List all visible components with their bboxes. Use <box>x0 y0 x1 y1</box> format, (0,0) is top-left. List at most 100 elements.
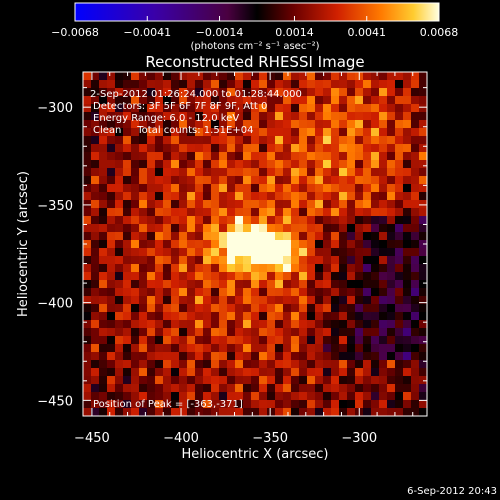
heatmap-cell <box>371 216 380 225</box>
heatmap-cell <box>195 208 204 217</box>
x-tick-label: −400 <box>163 431 199 446</box>
heatmap-cell <box>219 120 228 129</box>
heatmap-cell <box>131 72 140 81</box>
heatmap-cell <box>307 248 316 257</box>
heatmap-cell <box>315 248 324 257</box>
heatmap-cell <box>275 296 284 305</box>
heatmap-cell <box>139 112 148 121</box>
heatmap-cell <box>211 232 220 241</box>
heatmap-cell <box>219 200 228 209</box>
heatmap-cell <box>395 136 404 145</box>
heatmap-cell <box>347 296 356 305</box>
heatmap-cell <box>339 288 348 297</box>
heatmap-cell <box>203 184 212 193</box>
heatmap-cell <box>379 368 388 377</box>
heatmap-cell <box>211 280 220 289</box>
heatmap-cell <box>251 88 260 97</box>
heatmap-cell <box>195 328 204 337</box>
heatmap-cell <box>203 280 212 289</box>
heatmap-cell <box>123 384 132 393</box>
heatmap-cell <box>323 312 332 321</box>
heatmap-cell <box>171 248 180 257</box>
heatmap-cell <box>347 312 356 321</box>
heatmap-cell <box>307 392 316 401</box>
heatmap-cell <box>251 152 260 161</box>
heatmap-cell <box>91 200 100 209</box>
heatmap-cell <box>171 88 180 97</box>
heatmap-cell <box>107 312 116 321</box>
heatmap-cell <box>339 352 348 361</box>
heatmap-cell <box>355 264 364 273</box>
heatmap-cell <box>219 296 228 305</box>
heatmap-cell <box>307 192 316 201</box>
heatmap-cell <box>155 408 164 417</box>
heatmap-cell <box>211 168 220 177</box>
heatmap-cell <box>163 256 172 265</box>
heatmap-cell <box>259 408 268 417</box>
y-tick-label: −400 <box>37 297 73 312</box>
heatmap-cell <box>171 72 180 81</box>
heatmap-cell <box>195 80 204 89</box>
heatmap-cell <box>99 96 108 105</box>
heatmap-cell <box>395 280 404 289</box>
heatmap-cell <box>283 224 292 233</box>
heatmap-cell <box>91 240 100 249</box>
heatmap-cell <box>387 368 396 377</box>
heatmap-cell <box>139 376 148 385</box>
heatmap-cell <box>219 208 228 217</box>
heatmap-cell <box>339 328 348 337</box>
heatmap-cell <box>171 96 180 105</box>
heatmap-cell <box>371 144 380 153</box>
heatmap-cell <box>331 104 340 113</box>
heatmap-cell <box>291 280 300 289</box>
heatmap-cell <box>363 336 372 345</box>
heatmap-cell <box>299 168 308 177</box>
heatmap-cell <box>219 320 228 329</box>
heatmap-cell <box>179 160 188 169</box>
heatmap-cell <box>331 256 340 265</box>
heatmap-cell <box>387 200 396 209</box>
heatmap-cell <box>203 144 212 153</box>
heatmap-cell <box>419 128 428 137</box>
heatmap-cell <box>299 296 308 305</box>
heatmap-cell <box>107 280 116 289</box>
heatmap-cell <box>243 384 252 393</box>
heatmap-cell <box>379 216 388 225</box>
heatmap-cell <box>403 144 412 153</box>
heatmap-cell <box>203 352 212 361</box>
heatmap-cell <box>299 408 308 417</box>
heatmap-cell <box>155 288 164 297</box>
heatmap-cell <box>347 136 356 145</box>
heatmap-cell <box>339 152 348 161</box>
heatmap-cell <box>219 384 228 393</box>
heatmap-cell <box>155 144 164 153</box>
heatmap-cell <box>403 112 412 121</box>
heatmap-cell <box>259 80 268 89</box>
heatmap-cell <box>123 376 132 385</box>
heatmap-cell <box>259 360 268 369</box>
heatmap-cell <box>163 136 172 145</box>
heatmap-cell <box>251 352 260 361</box>
heatmap-cell <box>91 280 100 289</box>
colorbar-tick-label: −0.0068 <box>51 26 99 39</box>
heatmap-cell <box>203 248 212 257</box>
heatmap-cell <box>131 248 140 257</box>
heatmap-cell <box>267 232 276 241</box>
heatmap-cell <box>323 384 332 393</box>
heatmap-cell <box>83 320 92 329</box>
heatmap-cell <box>131 312 140 321</box>
heatmap-cell <box>307 112 316 121</box>
heatmap-cell <box>91 272 100 281</box>
heatmap-cell <box>371 184 380 193</box>
heatmap-cell <box>307 96 316 105</box>
heatmap-cell <box>251 200 260 209</box>
heatmap-cell <box>99 120 108 129</box>
heatmap-cell <box>323 104 332 113</box>
heatmap-cell <box>371 192 380 201</box>
heatmap-cell <box>155 176 164 185</box>
heatmap-cell <box>91 144 100 153</box>
heatmap-cell <box>355 200 364 209</box>
heatmap-cell <box>99 288 108 297</box>
heatmap-cell <box>171 312 180 321</box>
heatmap-cell <box>179 240 188 249</box>
